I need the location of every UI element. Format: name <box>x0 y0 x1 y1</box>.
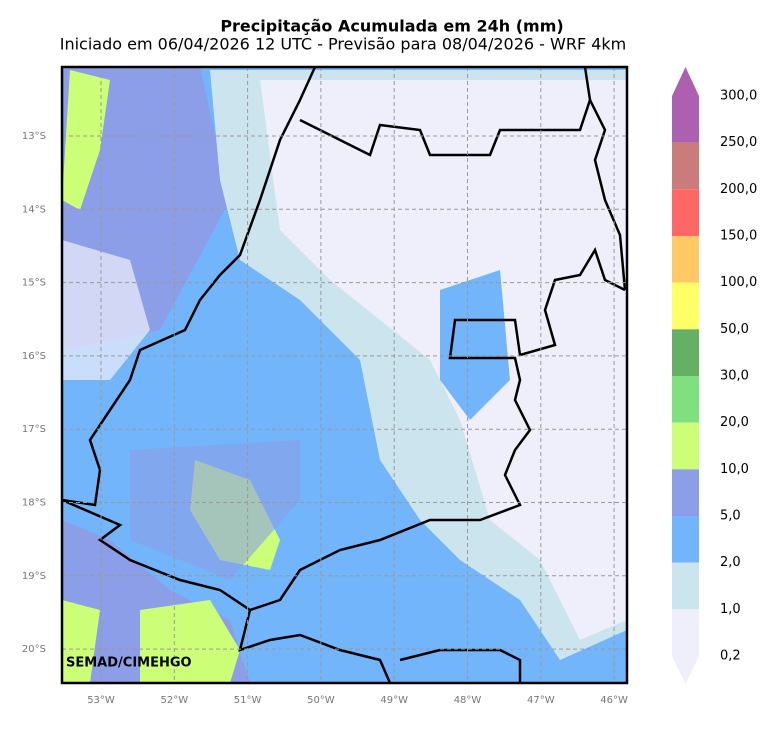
colorbar-segment <box>672 142 699 190</box>
colorbar-label: 300,0 <box>720 89 757 104</box>
lon-label: 47°W <box>527 695 555 706</box>
lat-label: 20°S <box>22 644 46 655</box>
colorbar-label: 5,0 <box>720 509 741 524</box>
colorbar-segment <box>672 329 699 376</box>
colorbar-label: 100,0 <box>720 275 757 290</box>
lat-label: 18°S <box>22 498 46 509</box>
colorbar-label: 20,0 <box>720 415 749 430</box>
precip-field <box>62 67 627 683</box>
colorbar-segment <box>672 189 699 236</box>
colorbar-label: 250,0 <box>720 135 757 150</box>
colorbar-segment <box>672 516 699 563</box>
lon-label: 49°W <box>380 695 408 706</box>
lon-label: 48°W <box>454 695 482 706</box>
lon-label: 50°W <box>307 695 335 706</box>
lat-label: 16°S <box>22 351 46 362</box>
colorbar-label: 50,0 <box>720 322 749 337</box>
lat-label: 19°S <box>22 571 46 582</box>
colorbar-segment <box>672 469 699 516</box>
title: Precipitação Acumulada em 24h (mm) <box>220 17 563 36</box>
lon-label: 53°W <box>87 695 115 706</box>
lat-label: 14°S <box>22 204 46 215</box>
lat-label: 17°S <box>22 424 46 435</box>
colorbar-segment <box>672 96 699 143</box>
colorbar-segment <box>672 376 699 423</box>
colorbar-extend-bottom <box>672 656 699 684</box>
colorbar-segment <box>672 236 699 283</box>
colorbar-extend-top <box>672 67 699 96</box>
colorbar-label: 10,0 <box>720 462 749 477</box>
colorbar-segment <box>672 562 699 610</box>
map-frame <box>60 65 629 685</box>
colorbar-segment <box>672 422 699 470</box>
lon-label: 52°W <box>160 695 188 706</box>
lon-label: 46°W <box>600 695 628 706</box>
borders <box>61 66 627 684</box>
colorbar-label: 2,0 <box>720 555 741 570</box>
colorbar-segment <box>672 282 699 330</box>
colorbar-label: 1,0 <box>720 602 741 617</box>
colorbar-label: 150,0 <box>720 229 757 244</box>
colorbar-label: 200,0 <box>720 182 757 197</box>
lat-label: 13°S <box>22 131 46 142</box>
colorbar-segment <box>672 609 699 656</box>
credit: SEMAD/CIMEHGO <box>66 656 192 671</box>
colorbar-label: 0,2 <box>720 649 741 664</box>
lon-label: 51°W <box>234 695 262 706</box>
graticule: 13°S 14°S 15°S 16°S 17°S 18°S 19°S 20°S 53°W 52°W… <box>22 67 628 706</box>
subtitle: Iniciado em 06/04/2026 12 UTC - Previsão… <box>60 35 627 54</box>
colorbar: 300,0 250,0 200,0 150,0 100,0 50,0 30,0 20,0 10,… <box>672 67 757 684</box>
colorbar-label: 30,0 <box>720 369 749 384</box>
lat-label: 15°S <box>22 278 46 289</box>
